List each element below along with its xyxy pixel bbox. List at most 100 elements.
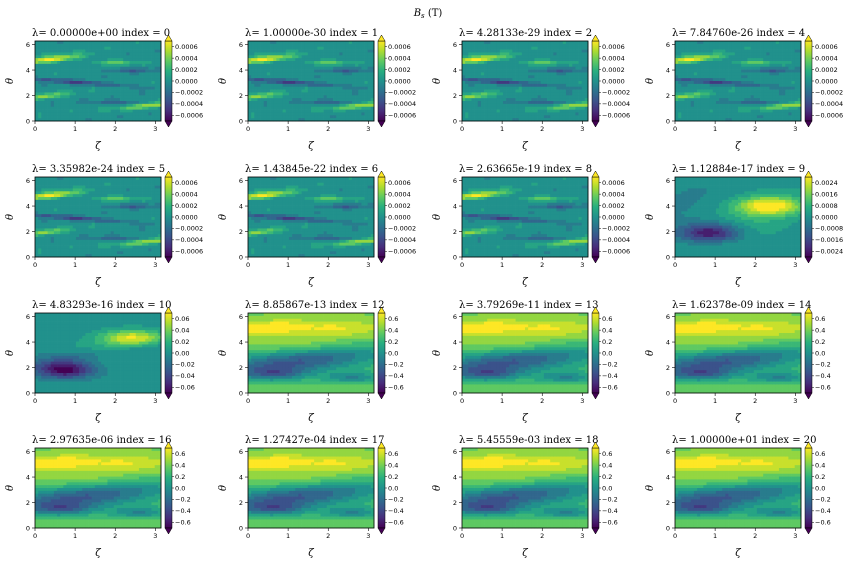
heatmap-cell	[79, 78, 83, 82]
heatmap-cell	[744, 115, 748, 119]
heatmap-cell	[57, 41, 61, 45]
heatmap-cell	[279, 115, 283, 119]
heatmap-cell	[63, 214, 67, 218]
heatmap-cell	[744, 43, 748, 48]
heatmap-cell	[474, 75, 479, 79]
heatmap-cell	[260, 69, 265, 73]
heatmap-cell	[709, 58, 714, 62]
heatmap-cell	[273, 98, 277, 102]
heatmap-cell	[57, 237, 61, 241]
heatmap-cell	[543, 103, 548, 108]
heatmap-cell	[129, 72, 133, 76]
heatmap-cell	[531, 118, 535, 122]
heatmap-cell	[132, 115, 137, 119]
heatmap-cell	[88, 63, 93, 68]
heatmap-cell	[797, 118, 802, 122]
heatmap-cell	[731, 41, 736, 45]
heatmap-cell	[556, 52, 560, 56]
heatmap-cell	[474, 43, 479, 48]
heatmap-cell	[543, 98, 548, 102]
heatmap-cell	[138, 92, 143, 96]
heatmap-cell	[60, 237, 64, 241]
heatmap-cell	[47, 46, 52, 50]
heatmap-cell	[50, 231, 55, 235]
heatmap-cell	[782, 86, 786, 90]
heatmap-cell	[553, 115, 557, 119]
heatmap-cell	[285, 103, 290, 108]
heatmap-cell	[700, 66, 704, 70]
heatmap-cell	[556, 118, 560, 122]
heatmap-cell	[41, 89, 45, 93]
heatmap-cell	[547, 72, 551, 76]
heatmap-cell	[747, 86, 751, 90]
heatmap-cell	[348, 58, 353, 62]
y-tick-label: 2	[666, 92, 670, 100]
heatmap-cell	[110, 92, 115, 96]
heatmap-cell	[515, 46, 520, 50]
heatmap-cell	[104, 115, 108, 119]
heatmap-cell	[126, 115, 130, 119]
heatmap-cell	[285, 101, 290, 105]
heatmap-cell	[575, 103, 579, 108]
heatmap-cell	[712, 69, 717, 73]
heatmap-cell	[351, 98, 356, 102]
heatmap-cell	[502, 86, 507, 90]
heatmap-cell	[487, 112, 491, 116]
heatmap-cell	[358, 83, 362, 88]
heatmap-cell	[684, 109, 688, 113]
heatmap-cell	[565, 109, 570, 113]
heatmap-cell	[690, 109, 695, 113]
heatmap-cell	[311, 52, 315, 56]
heatmap-cell	[706, 112, 710, 116]
heatmap-cell	[496, 61, 501, 65]
heatmap-cell	[788, 52, 792, 56]
heatmap-cell	[288, 92, 293, 96]
heatmap-cell	[678, 103, 682, 108]
heatmap-cell	[129, 75, 133, 79]
heatmap-cell	[572, 109, 576, 113]
heatmap-cell	[63, 251, 67, 255]
heatmap-cell	[148, 41, 152, 45]
heatmap-cell	[763, 52, 767, 56]
heatmap-cell	[38, 115, 42, 119]
heatmap-cell	[251, 92, 255, 96]
heatmap-cell	[715, 52, 720, 56]
heatmap-cell	[41, 202, 45, 206]
heatmap-cell	[756, 92, 761, 96]
heatmap-cell	[273, 75, 277, 79]
heatmap-cell	[326, 109, 331, 113]
heatmap-cell	[490, 118, 494, 122]
heatmap-cell	[345, 78, 350, 82]
heatmap-cell	[738, 86, 742, 90]
heatmap-cell	[282, 58, 287, 62]
heatmap-cell	[91, 106, 96, 110]
heatmap-cell	[342, 95, 346, 99]
heatmap-cell	[276, 63, 280, 68]
heatmap-cell	[132, 106, 137, 110]
heatmap-cell	[785, 98, 789, 102]
heatmap-cell	[706, 89, 710, 93]
heatmap-cell	[715, 106, 720, 110]
heatmap-cell	[292, 52, 296, 56]
heatmap-cell	[50, 191, 55, 195]
heatmap-cell	[266, 89, 271, 93]
heatmap-cell	[506, 61, 510, 65]
heatmap-cell	[66, 222, 70, 226]
heatmap-cell	[693, 118, 698, 122]
heatmap-cell	[292, 58, 296, 62]
heatmap-cell	[465, 75, 469, 79]
heatmap-cell	[521, 101, 526, 105]
heatmap-cell	[339, 92, 343, 96]
heatmap-cell	[53, 78, 58, 82]
heatmap-cell	[41, 239, 45, 244]
heatmap-cell	[515, 41, 520, 45]
heatmap-cell	[709, 69, 714, 73]
heatmap-cell	[797, 41, 802, 45]
heatmap-cell	[760, 95, 764, 99]
heatmap-cell	[351, 69, 356, 73]
heatmap-cell	[358, 81, 362, 85]
heatmap-cell	[355, 98, 359, 102]
heatmap-cell	[490, 75, 494, 79]
heatmap-cell	[88, 81, 93, 85]
heatmap-cell	[301, 52, 306, 56]
